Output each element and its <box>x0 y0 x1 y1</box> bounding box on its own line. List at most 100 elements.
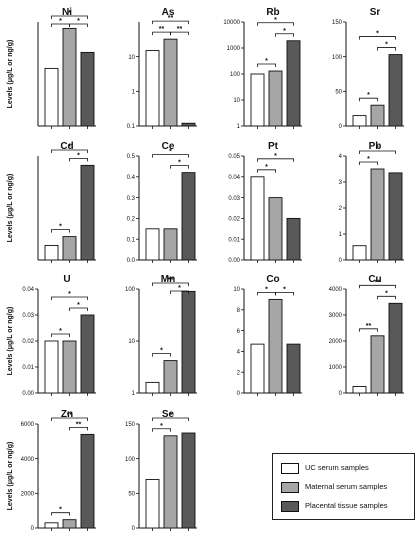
significance-label: ** <box>366 323 372 330</box>
panel-title: Ni <box>62 7 72 18</box>
bar-uc <box>44 340 59 394</box>
bar-placental <box>388 302 403 394</box>
y-tick-label: 1 <box>237 124 241 130</box>
significance-label: * <box>59 328 62 335</box>
bar-maternal <box>268 197 283 261</box>
significance-bracket <box>359 36 396 40</box>
y-tick-label: 6 <box>237 329 241 335</box>
bar-uc <box>250 73 265 127</box>
significance-label: ** <box>159 26 165 33</box>
bar-maternal <box>370 335 385 394</box>
significance-label: * <box>160 348 163 355</box>
y-tick-label: 0.3 <box>127 196 136 202</box>
bar-uc <box>145 50 160 127</box>
y-tick-label: 0.02 <box>228 217 240 223</box>
significance-label: ** <box>177 26 183 33</box>
significance-bracket <box>69 157 88 162</box>
significance-bracket <box>257 22 294 26</box>
significance-label: * <box>68 291 71 298</box>
y-tick-label: 10 <box>233 98 240 104</box>
bar-placental <box>80 314 95 394</box>
y-tick-label: 0.04 <box>22 287 34 293</box>
significance-label: * <box>178 160 181 167</box>
panel-title: Se <box>162 409 175 420</box>
significance-bracket <box>359 284 396 289</box>
y-tick-label: 0.4 <box>127 175 136 181</box>
bar-placental <box>181 432 196 529</box>
panel-title: Pt <box>268 141 279 152</box>
y-tick-label: 10 <box>128 55 135 61</box>
significance-label: * <box>376 145 379 152</box>
y-tick-label: 100 <box>230 72 241 78</box>
y-tick-label: 0 <box>339 391 343 397</box>
y-tick-label: 1 <box>132 90 136 96</box>
bar-uc <box>44 522 59 529</box>
bar-placental <box>80 164 95 261</box>
panel-title: Cu <box>368 274 381 285</box>
significance-bracket <box>51 333 70 337</box>
panel-title: Sr <box>370 7 381 18</box>
significance-bracket <box>69 427 88 431</box>
significance-label: * <box>265 286 268 293</box>
panel-title: As <box>162 7 175 18</box>
bar-placental <box>80 51 95 127</box>
panel-u: U Levels (μg/L or ng/g) 0.00 0.01 0.02 0.03 0.… <box>7 274 96 397</box>
bar-maternal <box>370 104 385 127</box>
y-tick-label: 1 <box>132 391 136 397</box>
significance-bracket <box>377 47 396 51</box>
significance-label: * <box>160 423 163 430</box>
bar-maternal <box>163 38 178 127</box>
panel-title: Ce <box>162 141 175 152</box>
bar-placental <box>181 172 196 261</box>
panel-cd: Cd Levels (μg/L or ng/g) * * * <box>7 141 96 263</box>
significance-bracket <box>152 417 189 421</box>
bar-placental <box>286 217 301 261</box>
y-tick-label: 4 <box>339 154 343 160</box>
significance-label: * <box>385 42 388 49</box>
y-tick-label: 0.02 <box>22 339 34 345</box>
y-tick-label: 0 <box>132 526 136 532</box>
significance-bracket <box>359 97 378 102</box>
significance-label: * <box>367 92 370 99</box>
bar-maternal <box>163 360 178 394</box>
y-tick-label: 100 <box>125 287 136 293</box>
bar-uc <box>352 245 367 261</box>
significance-bracket <box>170 31 189 36</box>
y-tick-label: 0.04 <box>228 175 240 181</box>
y-tick-label: 0.1 <box>127 237 136 243</box>
bar-maternal <box>62 27 77 127</box>
significance-bracket <box>152 428 171 432</box>
y-tick-label: 0.0 <box>127 258 136 264</box>
significance-label: * <box>59 507 62 514</box>
y-tick-label: 2000 <box>329 339 343 345</box>
significance-bracket <box>152 353 171 357</box>
significance-bracket <box>359 161 378 165</box>
significance-label: * <box>274 153 277 160</box>
bar-uc <box>352 115 367 127</box>
y-tick-label: 1000 <box>329 365 343 371</box>
panel-title: Co <box>266 274 279 285</box>
significance-bracket <box>275 292 294 296</box>
bar-maternal <box>62 340 77 394</box>
y-tick-label: 3 <box>339 180 343 186</box>
y-axis-label: Levels (μg/L or ng/g) <box>7 174 14 243</box>
legend-swatch-placental <box>281 501 299 512</box>
bar-maternal <box>163 228 178 261</box>
significance-label: * <box>376 31 379 38</box>
y-tick-label: 0.1 <box>127 124 136 130</box>
bar-uc <box>44 244 59 261</box>
y-tick-label: 4 <box>237 350 241 356</box>
significance-label: * <box>59 224 62 231</box>
significance-bracket <box>257 169 276 173</box>
significance-label: * <box>169 412 172 419</box>
y-tick-label: 2000 <box>21 492 35 498</box>
significance-label: * <box>265 58 268 65</box>
bar-placental <box>80 433 95 529</box>
y-axis-label: Levels (μg/L or ng/g) <box>7 307 14 376</box>
panel-sr: Sr 0 50 100 150 * * * <box>332 7 404 130</box>
significance-label: * <box>169 149 172 156</box>
y-tick-label: 3000 <box>329 313 343 319</box>
